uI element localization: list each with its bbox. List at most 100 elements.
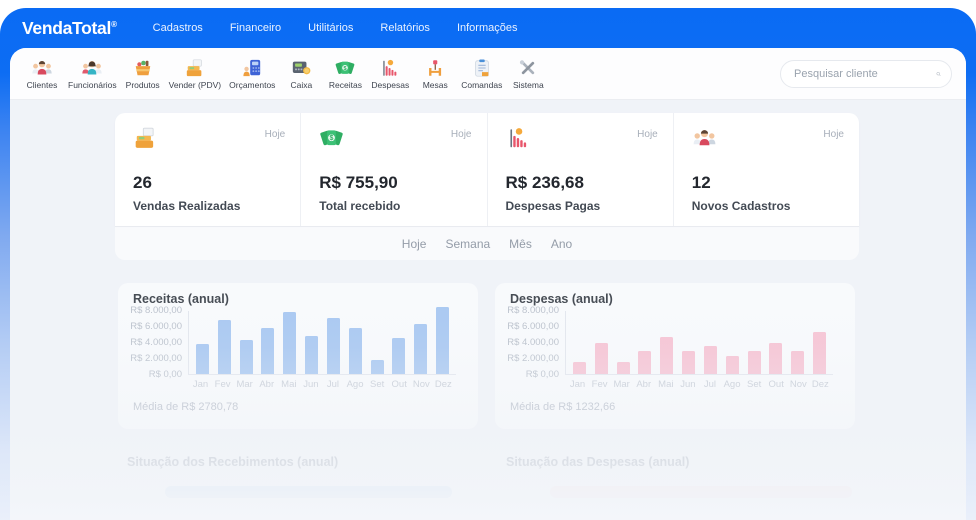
x-tick-label: Mai: [658, 379, 674, 390]
period-filter-bar: Hoje Semana Mês Ano: [115, 226, 859, 260]
bar: [791, 351, 805, 374]
filter-option-hoje[interactable]: Hoje: [401, 236, 427, 251]
employees-people-icon: [80, 58, 104, 78]
filter-option-ano[interactable]: Ano: [550, 236, 573, 251]
x-tick-label: Set: [746, 379, 762, 390]
x-tick-label: Mai: [281, 379, 297, 390]
people-icon: [691, 126, 718, 150]
y-tick-label: R$ 0,00: [525, 369, 559, 380]
toolbar-item-mesas[interactable]: Mesas: [413, 58, 457, 90]
products-basket-icon: [131, 58, 155, 78]
chart-average-label: Média de R$ 1232,66: [510, 401, 616, 413]
content-sheet: Clientes Funcionários Produtos Vender (P…: [10, 48, 966, 520]
toolbar-item-comandas[interactable]: Comandas: [457, 58, 506, 90]
filter-option-semana[interactable]: Semana: [445, 236, 491, 251]
toolbar-item-label: Produtos: [125, 79, 160, 90]
x-tick-label: Jan: [569, 379, 586, 390]
top-navigation-bar: VendaTotal® Cadastros Financeiro Utilitá…: [0, 8, 976, 48]
x-tick-label: Jan: [192, 379, 209, 390]
y-tick-label: R$ 8.000,00: [130, 305, 182, 316]
x-tick-label: Mar: [236, 379, 253, 390]
toolbar-item-label: Despesas: [371, 79, 410, 90]
toolbar-item-clientes[interactable]: Clientes: [20, 58, 64, 90]
toolbar-item-receitas[interactable]: Receitas: [323, 58, 367, 90]
toolbar-item-vender-pdv[interactable]: Vender (PDV): [165, 58, 225, 90]
bar: [239, 340, 253, 374]
toolbar-item-label: Receitas: [328, 79, 362, 90]
icon-toolbar: Clientes Funcionários Produtos Vender (P…: [10, 48, 966, 100]
filter-option-mes[interactable]: Mês: [509, 236, 532, 251]
expenses-status-bar: [550, 486, 852, 498]
x-tick-label: Jun: [680, 379, 696, 390]
nav-item-relatorios[interactable]: Relatórios: [380, 22, 430, 34]
nav-item-financeiro[interactable]: Financeiro: [229, 22, 282, 34]
y-tick-label: R$ 2.000,00: [507, 353, 559, 364]
search-icon[interactable]: [936, 67, 941, 81]
nav-item-informacoes[interactable]: Informações: [456, 22, 518, 34]
period-badge: Hoje: [450, 129, 472, 140]
chart-plot-area: [565, 311, 833, 375]
cashbox-register-icon: [289, 58, 313, 78]
y-tick-label: R$ 4.000,00: [507, 337, 559, 348]
stat-value: R$ 236,68: [505, 173, 584, 192]
toolbar-item-funcionarios[interactable]: Funcionários: [64, 58, 121, 90]
y-tick-label: R$ 4.000,00: [130, 337, 182, 348]
x-tick-label: Mar: [613, 379, 630, 390]
toolbar-item-despesas[interactable]: Despesas: [367, 58, 413, 90]
stat-card-despesas-pagas: Hoje R$ 236,68 Despesas Pagas: [486, 113, 673, 226]
stat-value: 26: [133, 173, 152, 192]
x-tick-label: Abr: [636, 379, 652, 390]
bar: [305, 336, 319, 374]
stat-value: 12: [691, 173, 711, 192]
money-bills-icon: [318, 126, 345, 150]
x-tick-label: Jul: [703, 379, 717, 390]
y-tick-label: R$ 0,00: [148, 369, 182, 380]
bar: [414, 324, 428, 374]
declining-bars-icon: [505, 126, 532, 150]
stat-label: Total recebido: [319, 199, 401, 213]
toolbar-item-sistema[interactable]: Sistema: [506, 58, 550, 90]
y-axis-labels: R$ 8.000,00 R$ 6.000,00 R$ 4.000,00 R$ 2.00…: [124, 306, 182, 380]
bar: [370, 360, 384, 374]
revenue-annual-chart-panel: Receitas (anual) R$ 8.000,00 R$ 6.000,00 R…: [118, 283, 478, 429]
toolbar-item-label: Mesas: [422, 79, 448, 90]
client-search-box: [780, 60, 952, 88]
expenses-declining-bars-icon: [378, 58, 402, 78]
income-money-icon: [333, 58, 357, 78]
bar: [703, 346, 717, 374]
toolbar-item-caixa[interactable]: Caixa: [279, 58, 323, 90]
y-tick-label: R$ 8.000,00: [507, 305, 559, 316]
x-tick-label: Fev: [214, 379, 231, 390]
x-tick-label: Dez: [434, 379, 452, 390]
toolbar-item-label: Orçamentos: [229, 79, 276, 90]
search-input[interactable]: [794, 68, 936, 80]
stat-card-total-recebido: Hoje R$ 755,90 Total recebido: [300, 113, 486, 226]
bar: [594, 343, 608, 374]
toolbar-item-produtos[interactable]: Produtos: [121, 58, 165, 90]
bar: [747, 351, 761, 374]
registered-trademark: ®: [111, 19, 117, 29]
stat-cards-panel: Hoje 26 Vendas Realizadas Hoje R$ 755,90…: [115, 113, 859, 226]
nav-item-utilitarios[interactable]: Utilitários: [308, 22, 354, 34]
receipts-status-section-title: Situação dos Recebimentos (anual): [127, 455, 339, 469]
toolbar-item-label: Caixa: [290, 79, 313, 90]
cash-register-icon: [132, 126, 159, 150]
clients-people-icon: [30, 58, 54, 78]
stat-label: Vendas Realizadas: [133, 199, 241, 213]
brand-logo: VendaTotal®: [22, 18, 117, 39]
nav-item-cadastros[interactable]: Cadastros: [152, 22, 203, 34]
stat-label: Despesas Pagas: [505, 199, 601, 213]
toolbar-item-label: Vender (PDV): [168, 79, 222, 90]
toolbar-item-label: Sistema: [512, 79, 544, 90]
x-tick-label: Jul: [326, 379, 340, 390]
x-axis-labels: Jan Fev Mar Abr Mai Jun Jul Ago Set Out Nov Dez: [188, 379, 456, 390]
bar: [573, 362, 586, 374]
bar: [638, 351, 652, 374]
stat-card-novos-cadastros: Hoje 12 Novos Cadastros: [672, 113, 859, 226]
toolbar-item-orcamentos[interactable]: Orçamentos: [225, 58, 279, 90]
expenses-status-section-title: Situação das Despesas (anual): [506, 455, 690, 469]
period-badge: Hoje: [637, 129, 658, 140]
brand-name: VendaTotal: [22, 17, 112, 38]
x-tick-label: Fev: [591, 379, 608, 390]
